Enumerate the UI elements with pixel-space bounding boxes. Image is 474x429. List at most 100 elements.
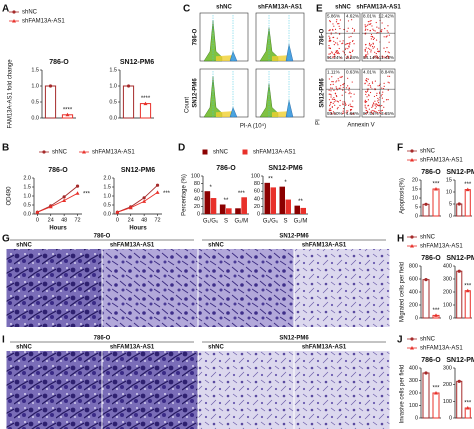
event-dot xyxy=(347,48,349,50)
event-dot xyxy=(374,107,376,109)
y-tick-label: 0.0 xyxy=(31,115,39,121)
x-tick-label: 72 xyxy=(74,217,80,223)
event-dot xyxy=(387,89,389,91)
event-dot xyxy=(382,88,385,90)
y-tick-label: 0 xyxy=(449,315,452,321)
chart-title: SN12-PM6 xyxy=(446,255,474,262)
legend-marker xyxy=(410,346,414,350)
legend-label: shNC xyxy=(420,235,436,241)
y-tick-label: 0 xyxy=(449,415,452,421)
y-tick-label: 100 xyxy=(191,173,200,179)
panel-label: B xyxy=(2,143,9,154)
significance: ** xyxy=(268,176,273,182)
event-dot xyxy=(340,57,342,59)
event-dot xyxy=(384,27,386,30)
event-dot xyxy=(346,110,348,112)
group-label: SN12-PM6 xyxy=(279,234,309,240)
panel-label: F xyxy=(397,143,403,154)
event-dot xyxy=(367,84,369,86)
event-dot xyxy=(333,97,335,99)
event-dot xyxy=(383,82,385,84)
event-dot xyxy=(370,22,372,25)
event-dot xyxy=(339,104,341,107)
event-dot xyxy=(383,56,385,58)
row-label: SN12-PM6 xyxy=(320,78,326,108)
event-dot xyxy=(388,34,390,36)
event-dot xyxy=(339,76,341,78)
event-dot xyxy=(328,99,331,101)
event-dot xyxy=(373,29,375,31)
event-dot xyxy=(377,85,379,87)
quadrant-value: 8.84% xyxy=(381,70,394,75)
event-dot xyxy=(345,43,347,45)
event-dot xyxy=(333,25,335,27)
event-dot xyxy=(374,51,376,53)
quadrant-value: 87.51% xyxy=(363,111,379,116)
legend-label: shNC xyxy=(22,10,38,16)
quadrant-value: 12.42% xyxy=(378,14,394,19)
point xyxy=(75,191,80,195)
legend-marker xyxy=(410,149,414,153)
event-dot xyxy=(348,46,350,48)
event-dot xyxy=(341,75,343,78)
event-dot xyxy=(366,100,368,103)
event-dot xyxy=(329,103,331,105)
bar-point xyxy=(465,288,470,293)
event-dot xyxy=(351,19,353,21)
event-dot xyxy=(351,113,353,115)
event-dot xyxy=(350,54,352,56)
event-dot xyxy=(377,104,379,106)
event-dot xyxy=(328,93,330,95)
event-dot xyxy=(348,93,350,95)
event-dot xyxy=(366,24,369,26)
event-dot xyxy=(370,38,372,40)
event-dot xyxy=(349,103,351,105)
event-dot xyxy=(366,51,369,53)
chart-title: 786-O xyxy=(421,357,441,364)
y-tick-label: 0.5 xyxy=(109,99,117,105)
event-dot xyxy=(380,95,382,97)
x-tick-label: G₂/M xyxy=(234,219,248,225)
bar xyxy=(44,85,57,119)
event-dot xyxy=(388,41,390,43)
event-dot xyxy=(368,42,371,44)
significance: ** xyxy=(224,198,229,204)
event-dot xyxy=(328,78,330,80)
event-dot xyxy=(386,30,388,32)
significance: ** xyxy=(298,199,303,205)
bar xyxy=(422,279,430,319)
series-line xyxy=(37,192,78,213)
event-dot xyxy=(329,40,331,42)
y-tick-label: 1.5 xyxy=(31,67,39,73)
y-axis-label: Invasive cells per field xyxy=(400,365,406,424)
event-dot xyxy=(353,30,355,32)
significance: * xyxy=(284,180,287,186)
significance: *** xyxy=(432,182,440,188)
x-axis-label: PI-A (10⁴) xyxy=(240,123,266,130)
event-dot xyxy=(350,105,353,108)
bar xyxy=(285,199,291,214)
event-dot xyxy=(381,29,383,31)
bar xyxy=(422,203,430,217)
y-tick-label: 0.0 xyxy=(23,211,31,217)
g2-peak xyxy=(229,50,238,62)
event-dot xyxy=(349,112,351,114)
event-dot xyxy=(342,40,344,42)
bar xyxy=(464,290,471,319)
event-dot xyxy=(328,89,330,91)
event-dot xyxy=(388,82,390,84)
bar xyxy=(456,203,463,217)
event-dot xyxy=(375,111,377,113)
event-dot xyxy=(347,20,350,22)
legend-marker xyxy=(410,337,414,341)
event-dot xyxy=(375,55,377,57)
y-tick-label: 20 xyxy=(412,177,418,183)
event-dot xyxy=(370,86,372,88)
chart-title: SN12-PM6 xyxy=(446,169,474,176)
y-tick-label: 0 xyxy=(257,211,260,217)
series-line xyxy=(37,185,78,213)
bar xyxy=(456,380,463,419)
panel-label: I xyxy=(2,335,5,346)
y-axis-label: Count xyxy=(185,97,191,113)
event-dot xyxy=(370,111,372,114)
